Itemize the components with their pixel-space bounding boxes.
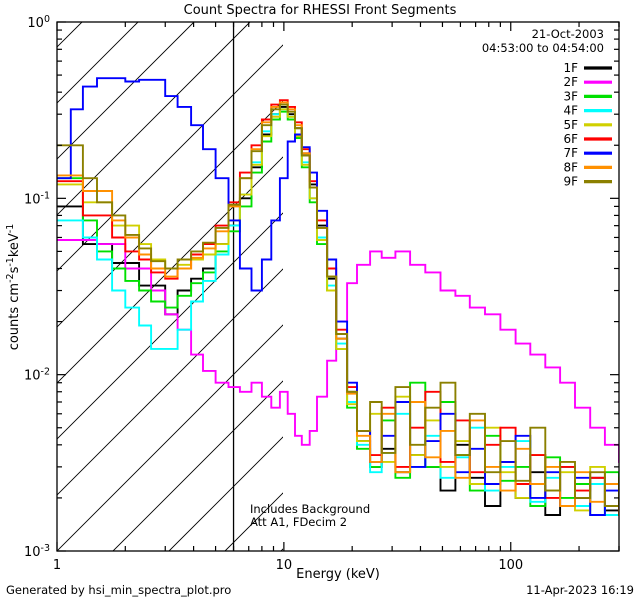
y-tick-label: 100	[27, 14, 50, 31]
observation-time-range: 04:53:00 to 04:54:00	[482, 41, 604, 55]
legend-label: 1F	[563, 61, 578, 75]
x-tick-label: 1	[53, 558, 61, 573]
legend-label: 2F	[563, 75, 578, 89]
spectrum-line-4f[interactable]	[57, 108, 630, 516]
observation-date: 21-Oct-2003	[532, 27, 604, 41]
y-tick-label: 10-1	[24, 190, 50, 207]
svg-text:10-1: 10-1	[24, 190, 50, 207]
legend-label: 8F	[563, 160, 578, 174]
footer-generator: Generated by hsi_min_spectra_plot.pro	[6, 583, 231, 597]
svg-text:100: 100	[27, 14, 50, 31]
x-axis-label: Energy (keV)	[296, 567, 380, 582]
hatch-line	[57, 324, 283, 551]
y-tick-label: 10-2	[24, 367, 50, 384]
attenuator-note: Att A1, FDecim 2	[250, 515, 347, 529]
legend-label: 6F	[563, 132, 578, 146]
svg-text:counts cm-2 s-1 keV-1: counts cm-2 s-1 keV-1	[5, 224, 22, 351]
legend-label: 9F	[563, 175, 578, 189]
spectrum-line-8f[interactable]	[57, 101, 630, 516]
svg-text:10-3: 10-3	[24, 543, 50, 560]
legend-item-9f[interactable]: 9F	[563, 175, 612, 189]
x-tick-label: 100	[498, 558, 523, 573]
spectrum-line-9f[interactable]	[57, 103, 630, 507]
legend-item-4f[interactable]: 4F	[563, 104, 612, 118]
spectrum-line-7f[interactable]	[57, 77, 630, 516]
legend-item-6f[interactable]: 6F	[563, 132, 612, 146]
spectrum-line-6f[interactable]	[57, 99, 630, 507]
hatch-line	[57, 44, 283, 272]
legend-label: 4F	[563, 104, 578, 118]
spectra-series-group	[57, 77, 630, 516]
legend-item-1f[interactable]: 1F	[563, 61, 612, 75]
hatch-line	[57, 22, 195, 160]
svg-text:10-2: 10-2	[24, 367, 50, 384]
legend-item-2f[interactable]: 2F	[563, 75, 612, 89]
hatch-line	[57, 268, 283, 496]
hatch-line	[168, 436, 283, 551]
hatch-line	[57, 100, 283, 328]
legend-item-7f[interactable]: 7F	[563, 146, 612, 160]
hatch-line	[617, 22, 640, 551]
y-axis-label: counts cm-2 s-1 keV-1	[5, 224, 22, 351]
hatch-line	[112, 380, 283, 551]
plot-frame	[56, 21, 620, 552]
legend-label: 7F	[563, 146, 578, 160]
hatch-line	[57, 22, 251, 216]
legend-item-3f[interactable]: 3F	[563, 89, 612, 103]
x-tick-label: 10	[276, 558, 293, 573]
spectrum-line-1f[interactable]	[57, 105, 630, 516]
legend-item-8f[interactable]: 8F	[563, 160, 612, 174]
background-note: Includes Background	[250, 502, 370, 516]
spectrum-line-5f[interactable]	[57, 108, 630, 512]
legend-item-5f[interactable]: 5F	[563, 118, 612, 132]
footer-timestamp: 11-Apr-2023 16:19	[526, 583, 634, 597]
hatch-line	[57, 212, 283, 440]
legend-label: 5F	[563, 118, 578, 132]
page-title: Count Spectra for RHESSI Front Segments	[184, 3, 457, 18]
legend-label: 3F	[563, 89, 578, 103]
y-tick-label: 10-3	[24, 543, 50, 560]
